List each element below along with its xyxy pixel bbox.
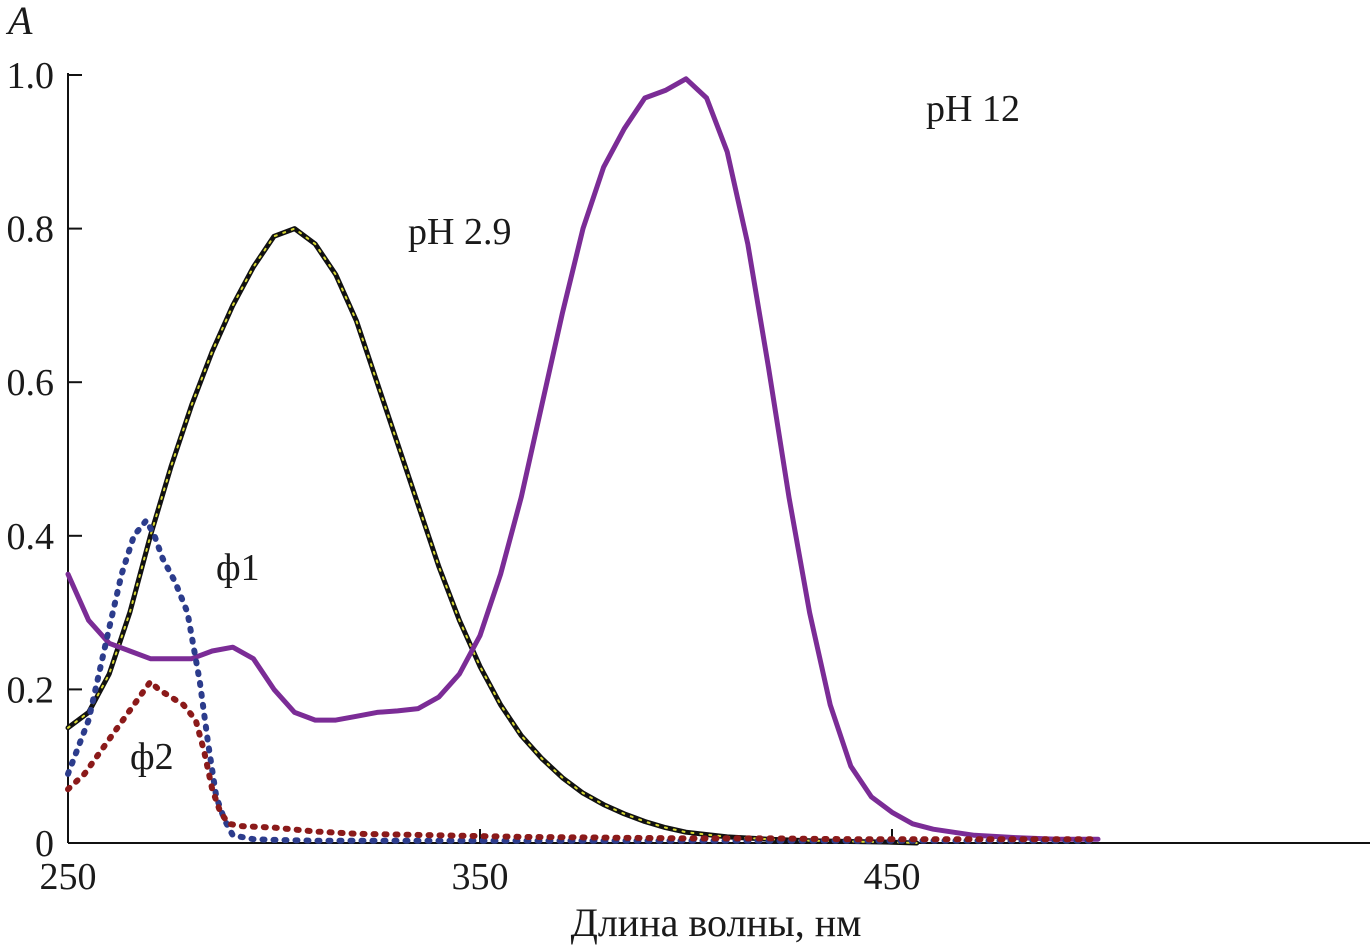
y-axis-title: A [5,0,33,43]
series-line-2 [65,76,1101,842]
y-tick-label: 1.0 [7,55,55,97]
x-tick-label: 250 [40,856,97,898]
x-tick-label: 350 [452,856,509,898]
y-tick-label: 0.8 [7,209,55,251]
series-line-4 [65,678,1101,843]
y-tick-label: 0.2 [7,669,55,711]
series-annotation: pH 2.9 [408,211,511,253]
x-tick-label: 450 [864,856,921,898]
labels-layer: Длина волны, нм ApH 2.9 pH 12 ф1 ф2 [5,0,1020,945]
series-line-1 [65,226,920,846]
y-tick-label: 0 [35,823,54,865]
y-tick-label: 0.6 [7,362,55,404]
x-axis-title: Длина волны, нм [571,900,862,945]
series-annotation: pH 12 [926,88,1020,130]
axes: 0 0.2 0.4 0.6 0.8 1.0 250 350 450 [7,55,1370,898]
series-layer [65,76,1101,846]
series-annotation: ф2 [130,736,174,778]
series-annotation: ф1 [216,547,260,589]
y-tick-label: 0.4 [7,516,55,558]
series-markers-1 [67,227,918,844]
series-line-3 [65,517,1101,844]
